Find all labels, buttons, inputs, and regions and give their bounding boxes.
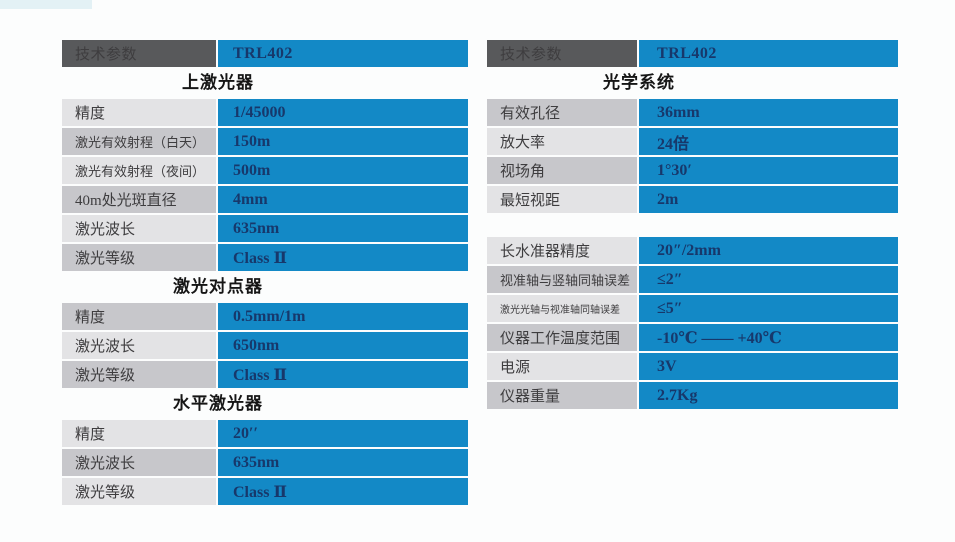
model-header-cell: TRL402 [218,40,468,67]
row-label: 有效孔径 [487,99,637,126]
row-label: 最短视距 [487,186,637,213]
row-label: 视准轴与竖轴同轴误差 [487,266,637,293]
table-row: 最短视距 2m [487,186,898,213]
row-value: 635nm [218,449,468,476]
table-row: 长水准器精度 20″/2mm [487,237,898,264]
table-row: 激光等级 Class Ⅱ [62,361,468,388]
row-value: 635nm [218,215,468,242]
row-value: 2m [639,186,898,213]
row-value: Class Ⅱ [218,478,468,505]
section-title: 光学系统 [603,73,675,92]
row-value: 650nm [218,332,468,359]
table-row: 有效孔径 36mm [487,99,898,126]
table-row: 激光波长 635nm [62,449,468,476]
row-value: 0.5mm/1m [218,303,468,330]
model-header-cell: TRL402 [639,40,898,67]
spec-table-left: 技术参数 TRL402 上激光器 精度 1/45000 激光有效射程（白天） 150m 激光有… [62,40,468,507]
row-label: 激光波长 [62,332,216,359]
table-row: 激光等级 Class Ⅱ [62,478,468,505]
row-label: 激光有效射程（白天） [62,128,216,155]
row-label: 激光等级 [62,244,216,271]
table-row: 仪器工作温度范围 -10℃ —— +40℃ [487,324,898,351]
spec-table-right: 技术参数 TRL402 光学系统有效孔径 36mm 放大率 24倍 视场角 1°30′ 最短视距… [487,40,898,411]
table-row: 激光波长 650nm [62,332,468,359]
row-label: 精度 [62,303,216,330]
table-row: 视准轴与竖轴同轴误差 ≤2″ [487,266,898,293]
section-gap [487,215,898,235]
table-row: 激光有效射程（白天） 150m [62,128,468,155]
table-row: 视场角 1°30′ [487,157,898,184]
row-value: 20′′ [218,420,468,447]
row-value: 20″/2mm [639,237,898,264]
row-value: 24倍 [639,128,898,155]
section-title: 上激光器 [182,73,254,92]
row-label: 激光波长 [62,215,216,242]
table-row: 激光光轴与视准轴同轴误差 ≤5″ [487,295,898,322]
row-label: 精度 [62,420,216,447]
row-label: 视场角 [487,157,637,184]
row-value: ≤2″ [639,266,898,293]
row-value: 150m [218,128,468,155]
section-title: 水平激光器 [173,394,263,413]
row-label: 激光波长 [62,449,216,476]
row-value: -10℃ —— +40℃ [639,324,898,351]
row-label: 激光光轴与视准轴同轴误差 [487,295,637,322]
row-label: 放大率 [487,128,637,155]
section-title: 激光对点器 [173,277,263,296]
row-value: Class Ⅱ [218,361,468,388]
table-row: 仪器重量 2.7Kg [487,382,898,409]
row-label: 长水准器精度 [487,237,637,264]
row-value: 1/45000 [218,99,468,126]
row-label: 仪器工作温度范围 [487,324,637,351]
row-label: 激光有效射程（夜间） [62,157,216,184]
row-value: 2.7Kg [639,382,898,409]
row-label: 40m处光斑直径 [62,186,216,213]
row-value: 36mm [639,99,898,126]
row-value: 3V [639,353,898,380]
row-label: 仪器重量 [487,382,637,409]
row-label: 电源 [487,353,637,380]
header-row: 技术参数 TRL402 [62,40,468,67]
row-value: 500m [218,157,468,184]
row-value: ≤5″ [639,295,898,322]
section-title-row: 上激光器 [62,69,468,97]
row-value: Class Ⅱ [218,244,468,271]
table-row: 电源 3V [487,353,898,380]
row-label: 激光等级 [62,478,216,505]
section-title-row: 水平激光器 [62,390,468,418]
table-row: 精度 20′′ [62,420,468,447]
table-row: 激光等级 Class Ⅱ [62,244,468,271]
row-label: 精度 [62,99,216,126]
param-header-cell: 技术参数 [62,40,216,67]
row-value: 1°30′ [639,157,898,184]
section-title-row: 光学系统 [487,69,898,97]
section-title-row: 激光对点器 [62,273,468,301]
table-row: 放大率 24倍 [487,128,898,155]
header-row: 技术参数 TRL402 [487,40,898,67]
param-header-cell: 技术参数 [487,40,637,67]
row-label: 激光等级 [62,361,216,388]
table-row: 精度 0.5mm/1m [62,303,468,330]
top-left-tint [0,0,92,9]
row-value: 4mm [218,186,468,213]
table-row: 精度 1/45000 [62,99,468,126]
table-row: 激光有效射程（夜间） 500m [62,157,468,184]
table-row: 40m处光斑直径 4mm [62,186,468,213]
table-row: 激光波长 635nm [62,215,468,242]
